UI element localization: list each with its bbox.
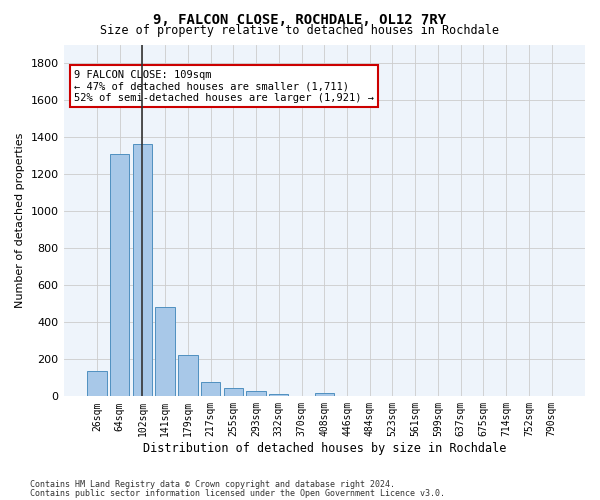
Bar [87,372,107,396]
Bar [133,144,152,397]
Bar [314,392,334,396]
Bar [178,354,197,397]
Bar [224,388,243,396]
Bar [110,154,130,396]
Text: Size of property relative to detached houses in Rochdale: Size of property relative to detached ho… [101,24,499,37]
Bar [269,394,289,396]
Text: Contains public sector information licensed under the Open Government Licence v3: Contains public sector information licen… [30,488,445,498]
Bar [247,391,266,396]
Text: 9, FALCON CLOSE, ROCHDALE, OL12 7RY: 9, FALCON CLOSE, ROCHDALE, OL12 7RY [154,12,446,26]
Y-axis label: Number of detached properties: Number of detached properties [15,133,25,308]
Text: Contains HM Land Registry data © Crown copyright and database right 2024.: Contains HM Land Registry data © Crown c… [30,480,395,489]
Bar [201,382,220,396]
Text: 9 FALCON CLOSE: 109sqm
← 47% of detached houses are smaller (1,711)
52% of semi-: 9 FALCON CLOSE: 109sqm ← 47% of detached… [74,70,374,103]
X-axis label: Distribution of detached houses by size in Rochdale: Distribution of detached houses by size … [143,442,506,455]
Bar [155,306,175,396]
